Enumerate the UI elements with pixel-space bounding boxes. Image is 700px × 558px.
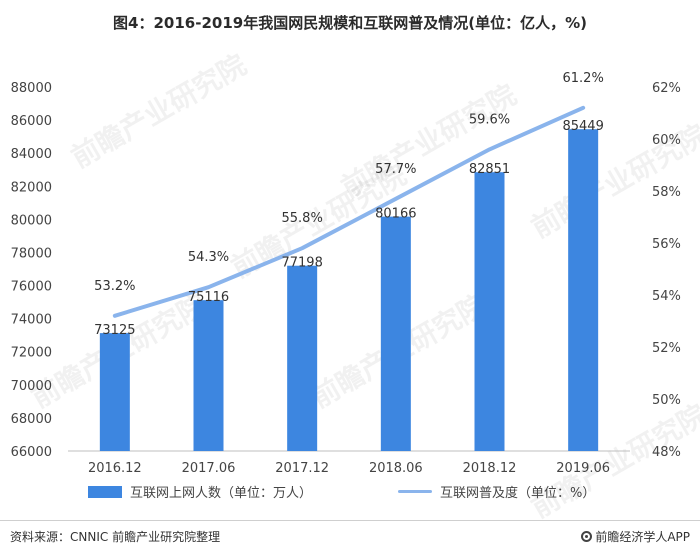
legend-label-bar: 互联网上网人数（单位：万人） [130,486,313,501]
x-tick-label: 2016.12 [88,461,142,476]
bar-value-label: 85449 [562,119,603,134]
line-value-label: 57.7% [375,162,416,177]
y-right-tick-label: 56% [652,237,681,252]
bar [287,265,318,451]
y-right-tick-label: 54% [652,289,681,304]
line-series-path [112,105,586,318]
chart-legend: 互联网上网人数（单位：万人） 互联网普及度（单位：%） [0,482,700,502]
y-right-tick-label: 58% [652,185,681,200]
line-point [395,198,397,200]
x-tick-label: 2018.06 [369,461,423,476]
bar [99,333,130,451]
bar-value-label: 73125 [94,323,135,338]
line-value-label: 61.2% [563,71,604,86]
bar [193,300,224,451]
y-left-tick-label: 82000 [11,180,52,195]
line-value-label: 53.2% [94,279,135,294]
x-tick-label: 2018.12 [463,461,517,476]
y-left-tick-label: 70000 [11,379,52,394]
y-left-tick-label: 78000 [11,246,52,261]
legend-label-line: 互联网普及度（单位：%） [440,486,596,501]
legend-swatch-line [398,490,432,493]
chart-title: 图4：2016-2019年我国网民规模和互联网普及情况(单位：亿人，%) [113,14,587,32]
y-left-tick-label: 68000 [11,412,52,427]
x-tick-label: 2019.06 [556,461,610,476]
line-point [582,107,584,109]
bar [474,172,505,451]
y-left-tick-label: 76000 [11,280,52,295]
y-left-tick-label: 74000 [11,313,52,328]
line-value-label: 55.8% [282,211,323,226]
y-left-tick-label: 72000 [11,346,52,361]
legend-item-line: 互联网普及度（单位：%） [398,482,595,501]
line-point [114,315,116,317]
y-left-tick-label: 88000 [11,81,52,96]
chart-plot: 66000 68000 70000 72000 74000 76000 78000 80000… [11,71,681,476]
y-right-tick-label: 48% [652,445,681,460]
x-tick-label: 2017.12 [275,461,329,476]
line-point [208,286,209,288]
line-value-label: 54.3% [188,250,229,265]
bar-value-label: 77198 [281,256,322,271]
y-right-tick-label: 50% [652,393,681,408]
line-point [301,247,303,249]
y-right-tick-label: 52% [652,341,681,356]
y-left-tick-label: 80000 [11,213,52,228]
bar-value-label: 82851 [469,162,510,177]
brand-logo-icon [581,531,593,542]
bar [568,129,599,451]
bar-value-label: 75116 [188,290,229,305]
y-right-tick-label: 62% [652,81,681,96]
y-right-tick-label: 60% [652,133,681,148]
brand-label: 前瞻经济学人APP [595,530,690,544]
y-left-tick-label: 86000 [11,114,52,129]
bar-value-label: 80166 [375,207,416,222]
legend-swatch-bar [88,485,122,498]
y-left-tick-label: 66000 [11,445,52,460]
line-point [489,148,490,150]
source-note: 资料来源：CNNIC 前瞻产业研究院整理 [10,530,221,544]
line-value-label: 59.6% [469,112,510,127]
y-left-tick-label: 84000 [11,147,52,162]
brand-credit: 前瞻经济学人APP [581,528,690,545]
legend-item-bar: 互联网上网人数（单位：万人） [88,482,312,501]
bar [380,216,411,451]
footer-divider [0,520,700,521]
x-tick-label: 2017.06 [182,461,236,476]
